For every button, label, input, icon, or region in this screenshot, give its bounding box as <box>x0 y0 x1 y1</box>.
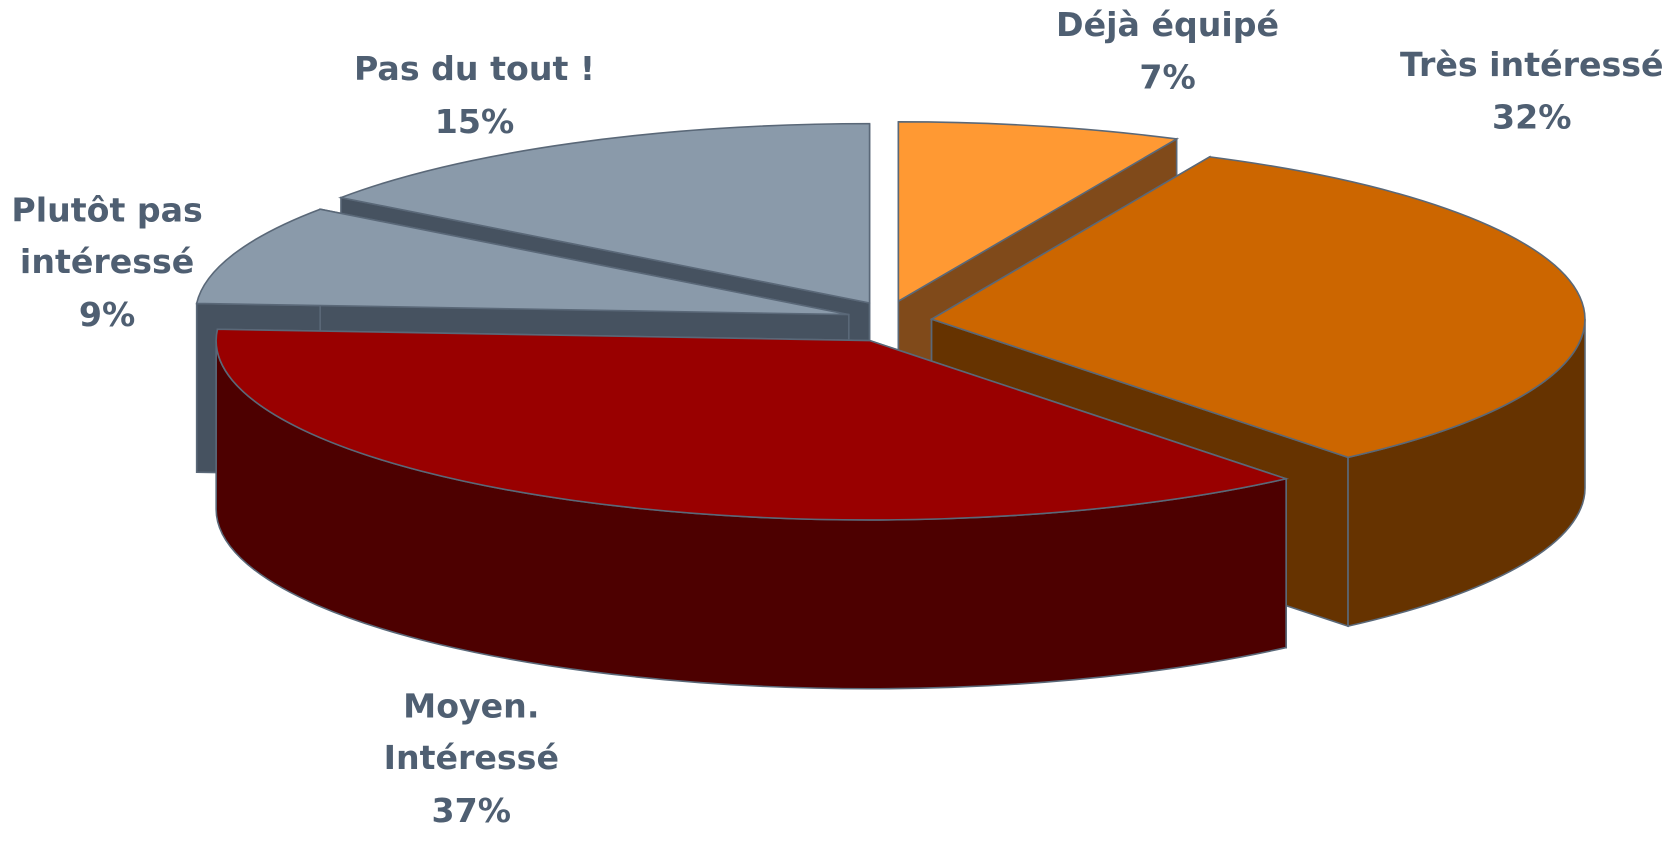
label-box: Pas du tout ! 15% <box>314 2 635 192</box>
slice-top <box>215 328 1290 521</box>
value-label: 7% <box>1139 59 1196 98</box>
data-label: Déjà équipé 7% <box>1028 0 1307 148</box>
category-label: Très intéressé <box>1399 46 1664 85</box>
value-label: 37% <box>431 792 512 831</box>
value-label: 32% <box>1492 99 1572 138</box>
data-label: Très intéressé 32% <box>1371 0 1671 188</box>
value-label: 15% <box>434 103 515 142</box>
category-label: Moyen. Intéressé <box>383 687 559 778</box>
slice-top <box>195 208 849 316</box>
slice-top <box>897 121 1180 303</box>
slice-top <box>929 156 1586 459</box>
category-label: Déjà équipé <box>1056 6 1280 45</box>
slice-top <box>338 122 871 304</box>
data-label: Moyen. Intéressé 37% <box>332 665 611 848</box>
data-label: Pas du tout ! 15% <box>314 2 635 192</box>
label-box: Très intéressé 32% <box>1371 0 1671 188</box>
label-box: Plutôt pas intéressé 9% <box>0 169 225 359</box>
data-label: Plutôt pas intéressé 9% <box>0 169 225 359</box>
category-label: Plutôt pas intéressé <box>11 191 203 282</box>
pie-slice <box>215 328 1290 690</box>
label-box: Moyen. Intéressé 37% <box>332 665 611 848</box>
category-label: Pas du tout ! <box>353 51 596 90</box>
label-box: Déjà équipé 7% <box>1028 0 1307 148</box>
value-label: 9% <box>78 296 136 335</box>
